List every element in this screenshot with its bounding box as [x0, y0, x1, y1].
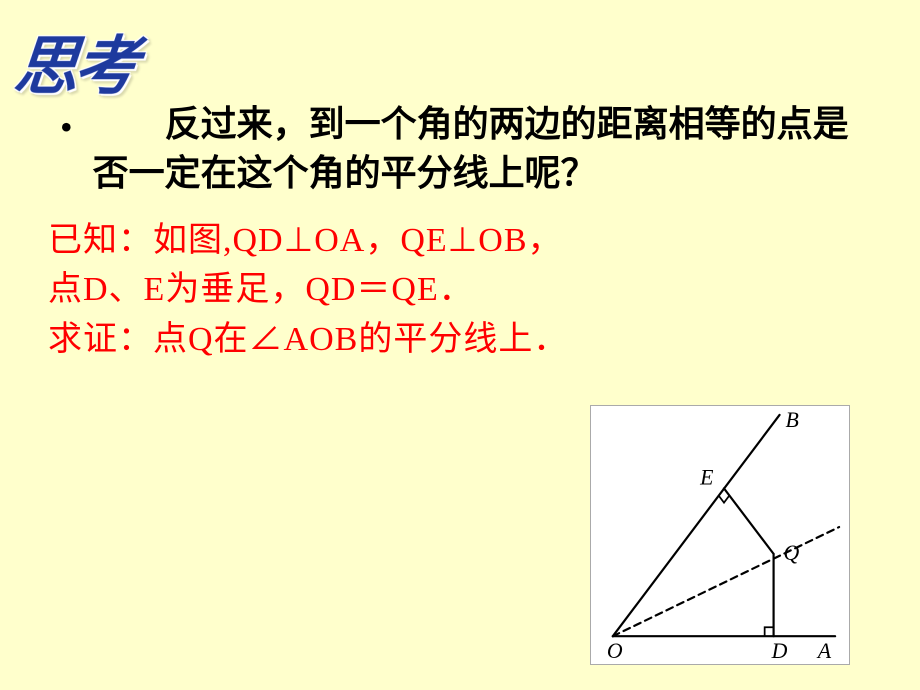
- diagram-svg: O A B D E Q: [591, 406, 849, 664]
- given-line-2: 点D、E为垂足，QD＝QE．: [48, 265, 868, 314]
- question-block: • 反过来，到一个角的两边的距离相等的点是否一定在这个角的平分线上呢？: [60, 100, 880, 197]
- given-line-1: 已知：如图,QD⊥OA，QE⊥OB，: [48, 216, 868, 265]
- svg-text:Q: Q: [784, 541, 800, 565]
- question-text: 反过来，到一个角的两边的距离相等的点是否一定在这个角的平分线上呢？: [93, 100, 880, 197]
- svg-text:A: A: [816, 639, 832, 663]
- svg-text:O: O: [607, 639, 623, 663]
- given-line-3: 求证：点Q在∠AOB的平分线上．: [48, 315, 868, 364]
- geometry-diagram: O A B D E Q: [590, 405, 850, 665]
- svg-text:D: D: [771, 639, 788, 663]
- given-block: 已知：如图,QD⊥OA，QE⊥OB， 点D、E为垂足，QD＝QE． 求证：点Q在…: [48, 216, 868, 364]
- bullet-item: • 反过来，到一个角的两边的距离相等的点是否一定在这个角的平分线上呢？: [60, 100, 880, 197]
- svg-text:E: E: [699, 465, 713, 489]
- svg-text:B: B: [785, 408, 798, 432]
- bullet-dot: •: [60, 106, 73, 148]
- heading-thinking: 思考: [11, 15, 139, 107]
